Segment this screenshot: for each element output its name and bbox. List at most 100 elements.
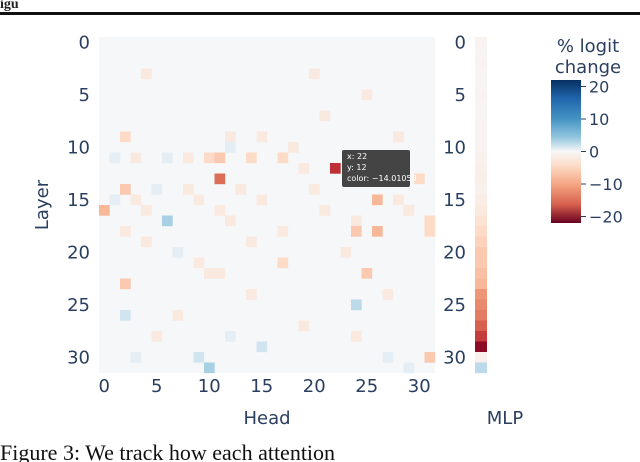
heatmap-cell — [277, 226, 289, 237]
y-tick-label: 30 — [67, 347, 90, 368]
heatmap-cell — [361, 89, 373, 101]
colorbar — [551, 80, 581, 223]
heatmap-cell — [130, 352, 142, 363]
mlp-cell — [475, 289, 487, 300]
heatmap-cell — [204, 362, 215, 374]
heatmap-cell — [214, 173, 226, 185]
heatmap-cell — [120, 310, 131, 321]
heatmap-cell — [298, 320, 310, 332]
figure-caption: Figure 3: We track how each attention — [0, 440, 640, 462]
heatmap-cell — [120, 226, 131, 237]
mlp-cell — [475, 352, 487, 363]
heatmap-cell — [246, 289, 257, 300]
heatmap-cell — [109, 152, 121, 164]
heatmap-cell — [151, 184, 163, 195]
heatmap-cell — [298, 163, 310, 174]
y-tick-label: 15 — [67, 190, 90, 211]
mlp-y-tick-label: 0 — [455, 32, 466, 53]
mlp-y-tick-label: 10 — [443, 137, 466, 158]
head-x-tick-labels: 0 5 10 15 20 25 30 — [99, 376, 431, 397]
mlp-y-tick-label: 15 — [443, 190, 466, 211]
mlp-cell — [475, 142, 487, 153]
mlp-cell — [475, 236, 487, 248]
mlp-cell — [475, 205, 487, 216]
mlp-cell — [475, 362, 487, 374]
heatmap-cell — [120, 278, 131, 290]
y-tick-label: 0 — [79, 32, 90, 53]
heatmap-cell — [424, 215, 436, 227]
heatmap-cell — [130, 194, 142, 206]
mlp-cell — [475, 278, 487, 290]
heatmap-cell — [277, 257, 289, 269]
heatmap-cell — [214, 268, 226, 279]
colorbar-tick-label: 0 — [589, 143, 599, 162]
x-tick-label: 10 — [198, 376, 221, 397]
mlp-y-tick-labels: 0 5 10 15 20 25 30 — [443, 32, 466, 368]
mlp-cell — [475, 47, 487, 59]
mlp-heatmap-cells — [475, 37, 487, 374]
heatmap-cell — [204, 152, 215, 164]
mlp-cell — [475, 121, 487, 132]
heatmap-cell — [309, 68, 320, 80]
heatmap-cell — [382, 352, 394, 363]
y-tick-label: 25 — [67, 295, 90, 316]
mlp-cell — [475, 331, 487, 342]
header-rule — [0, 12, 640, 15]
x-tick-label: 30 — [408, 376, 431, 397]
heatmap-cell — [414, 173, 425, 185]
mlp-cell — [475, 100, 487, 111]
heatmap-cell — [351, 331, 362, 342]
colorbar-tick-label: −20 — [589, 208, 623, 227]
colorbar-tick-label: −10 — [589, 175, 623, 194]
heatmap-cell — [193, 194, 205, 206]
heatmap-cell — [246, 236, 257, 248]
heatmap-cell — [120, 131, 131, 143]
heatmap-cell — [162, 215, 173, 227]
heatmap-cell — [225, 215, 236, 227]
heatmap-cell — [120, 184, 131, 195]
heatmap-cell — [319, 205, 331, 216]
x-tick-label: 20 — [303, 376, 326, 397]
heatmap-cell — [162, 152, 173, 164]
heatmap-cell — [403, 362, 415, 374]
heatmap-cell — [193, 352, 205, 363]
heatmap-cell — [372, 194, 383, 206]
mlp-y-tick-label: 20 — [443, 242, 466, 263]
colorbar-title-line2: change — [555, 57, 621, 78]
header-fragment-text: igu — [0, 0, 19, 12]
heatmap-cell — [361, 268, 373, 279]
mlp-cell — [475, 184, 487, 195]
mlp-cell — [475, 110, 487, 122]
mlp-cell — [475, 320, 487, 332]
heatmap-cell — [309, 184, 320, 195]
heatmap-cell — [130, 152, 142, 164]
heatmap-cell — [277, 152, 289, 164]
mlp-cell — [475, 341, 487, 353]
hover-tooltip: x: 22 y: 12 color: −14.01058 — [342, 150, 417, 187]
heatmap-cell — [351, 215, 362, 227]
heatmap-cell — [183, 184, 194, 195]
head-y-axis-title: Layer — [32, 179, 53, 230]
heatmap-cell — [193, 257, 205, 269]
heatmap-cell — [225, 142, 236, 153]
y-tick-label: 10 — [67, 137, 90, 158]
colorbar-title-line1: % logit — [557, 36, 619, 57]
x-tick-label: 0 — [99, 376, 110, 397]
heatmap-cell — [393, 194, 404, 206]
heatmap-cell — [256, 341, 268, 353]
heatmap-cell — [214, 152, 226, 164]
tooltip-y-line: y: 12 — [347, 163, 367, 172]
mlp-cell — [475, 247, 487, 258]
mlp-cell — [475, 215, 487, 227]
mlp-cell — [475, 310, 487, 321]
mlp-cell — [475, 257, 487, 269]
tooltip-color-line: color: −14.01058 — [347, 174, 417, 183]
heatmap-cell — [225, 331, 236, 342]
heatmap-cell — [382, 289, 394, 300]
y-tick-label: 5 — [79, 85, 90, 106]
mlp-x-axis-title: MLP — [487, 408, 524, 429]
heatmap-cell — [256, 194, 268, 206]
heatmap-cell — [109, 194, 121, 206]
colorbar-tick-label: 20 — [589, 78, 609, 97]
heatmap-cell — [288, 142, 299, 153]
